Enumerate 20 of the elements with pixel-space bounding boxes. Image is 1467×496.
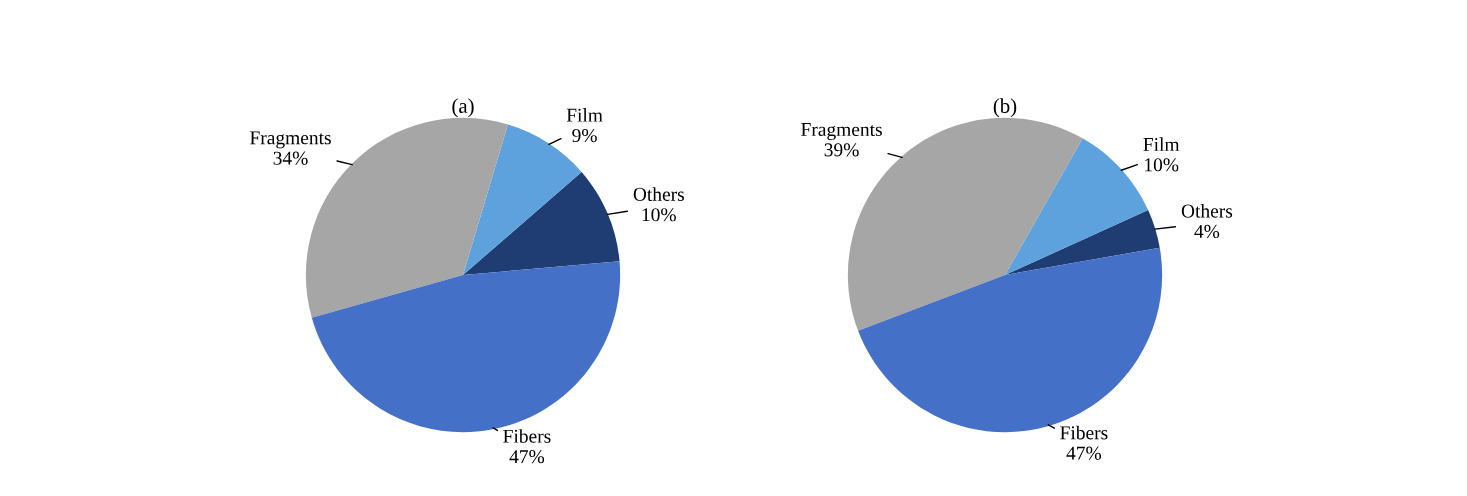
data-label: 39% [824, 143, 859, 157]
data-label: 47% [509, 450, 545, 464]
chart-title: (a) [452, 98, 474, 118]
data-label: 10% [642, 208, 676, 222]
data-label: 34% [273, 151, 308, 165]
chart-title: (b) [993, 98, 1017, 118]
slice-label: Fragments [801, 123, 882, 141]
slice-label: Fragments [250, 131, 331, 149]
data-label: 10% [1145, 158, 1179, 172]
slice-label: Film [566, 108, 603, 122]
slice-label: Fibers [503, 429, 551, 443]
data-label: 9% [572, 128, 597, 143]
pie-slice [1005, 210, 1160, 275]
pie-slice [463, 171, 620, 275]
slice-label: Fibers [1060, 425, 1108, 440]
slice-label: Others [633, 187, 684, 201]
data-label: 4% [1194, 224, 1220, 239]
data-label: 47% [1066, 446, 1102, 460]
slice-label: Others [1181, 203, 1233, 218]
slice-label: Film [1143, 137, 1180, 151]
